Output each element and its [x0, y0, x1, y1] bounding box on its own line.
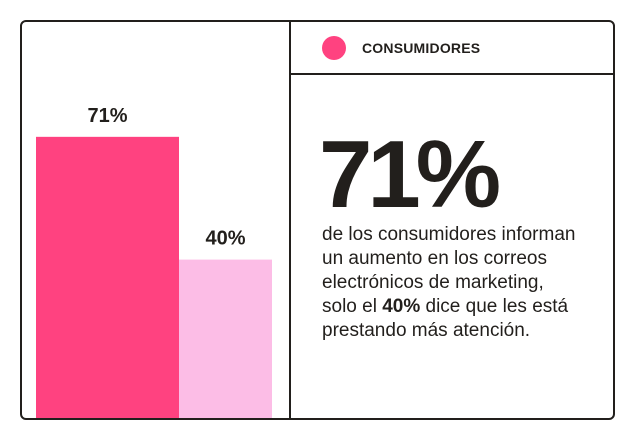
bar-chart: 71% 40%	[36, 105, 272, 418]
bar-2	[179, 259, 272, 418]
vertical-divider	[289, 22, 291, 418]
bar-label-1: 71%	[87, 105, 127, 127]
description-text-end: dice que les está prestando más atención…	[322, 296, 569, 341]
description-highlight: 40%	[382, 296, 421, 317]
headline-stat: 71%	[319, 121, 501, 228]
horizontal-divider	[291, 73, 613, 75]
bar-label-2: 40%	[205, 228, 245, 250]
legend: CONSUMIDORES	[322, 36, 480, 60]
infographic-card: 71% 40% CONSUMIDORES 71% de los consumido…	[20, 20, 615, 420]
description: de los consumidores informan un aumento …	[322, 223, 582, 343]
description-text: de los consumidores informan un aumento …	[322, 224, 576, 317]
legend-dot-icon	[322, 36, 346, 60]
bar-1	[36, 136, 179, 418]
legend-label: CONSUMIDORES	[362, 40, 481, 56]
